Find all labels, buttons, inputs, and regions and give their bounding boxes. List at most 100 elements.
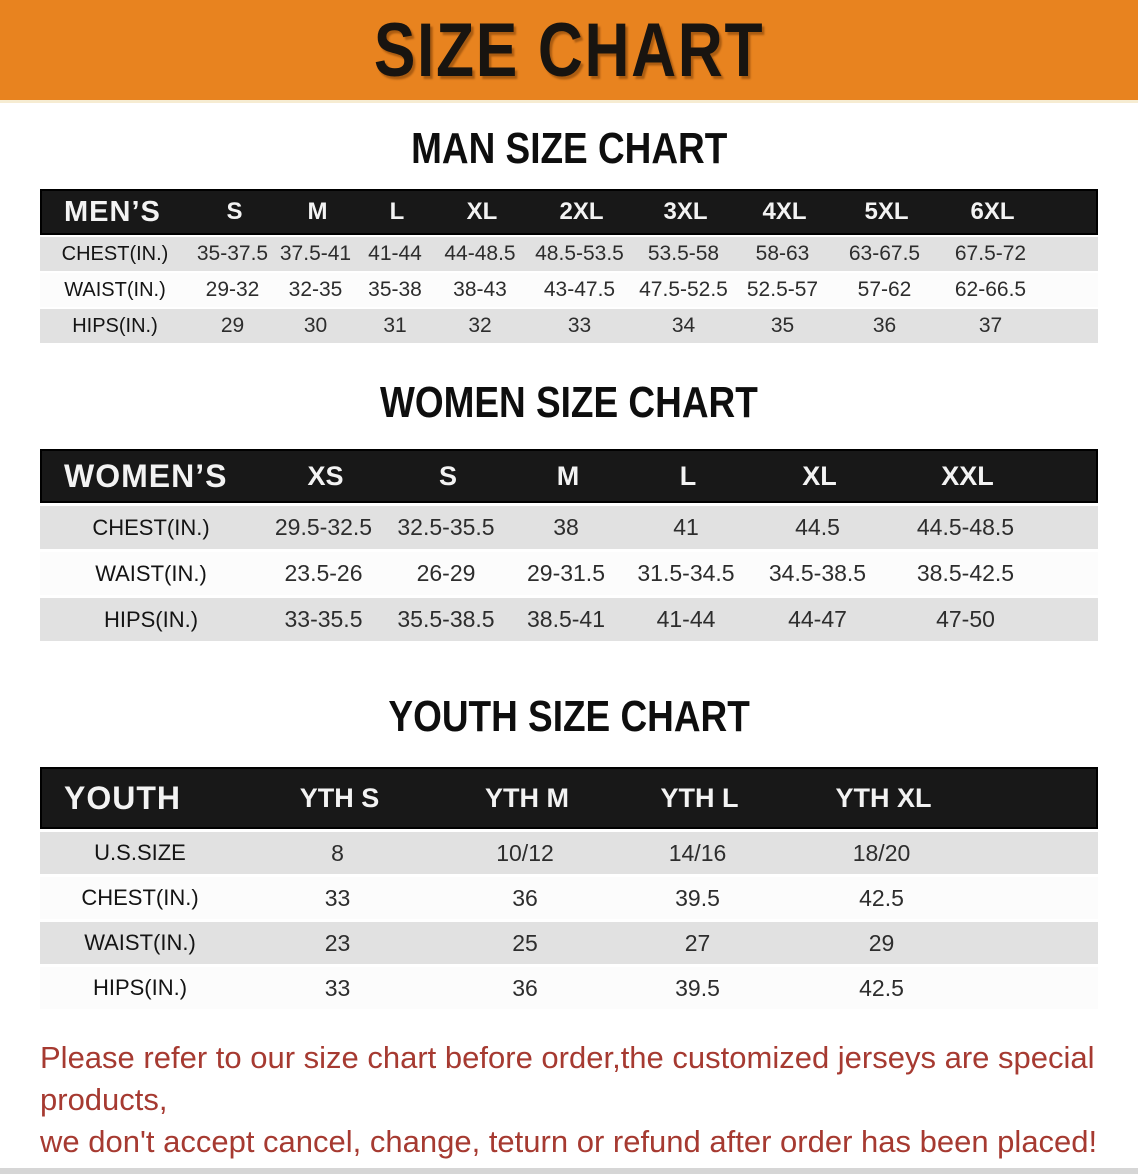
men-waist-row: WAIST(IN.) 29-32 32-35 35-38 38-43 43-47…: [40, 273, 1098, 307]
measurement-value: 33: [567, 314, 592, 337]
row-label: CHEST(IN.): [92, 514, 210, 540]
men-table-group-label: MEN’S: [64, 195, 161, 228]
measurement-value: 37: [978, 314, 1003, 337]
measurement-value: 32-35: [288, 278, 343, 301]
measurement-value: 29-32: [205, 278, 260, 301]
measurement-value: 44-48.5: [444, 242, 516, 265]
measurement-value: 26-29: [416, 560, 476, 586]
disclaimer-line-1: Please refer to our size chart before or…: [40, 1040, 1095, 1117]
measurement-value: 30: [303, 314, 328, 337]
measurement-value: 67.5-72: [954, 242, 1027, 265]
women-table-group-label: WOMEN’S: [64, 457, 228, 494]
measurement-value: 29: [868, 929, 895, 956]
size-column-header: XXL: [941, 460, 994, 491]
size-column-header: L: [389, 198, 405, 225]
women-hips-row: HIPS(IN.) 33-35.5 35.5-38.5 38.5-41 41-4…: [40, 598, 1098, 641]
measurement-value: 53.5-58: [647, 242, 720, 265]
measurement-value: 14/16: [668, 839, 727, 866]
measurement-value: 32: [468, 314, 492, 337]
measurement-value: 48.5-53.5: [535, 242, 624, 265]
row-label: HIPS(IN.): [92, 975, 188, 1000]
youth-chest-row: CHEST(IN.) 33 36 39.5 42.5: [40, 877, 1098, 919]
measurement-value: 38.5-41: [526, 606, 605, 632]
measurement-value: 38.5-42.5: [916, 560, 1015, 586]
measurement-value: 23: [324, 929, 351, 956]
measurement-value: 33: [324, 884, 351, 911]
measurement-value: 33: [324, 974, 351, 1001]
bottom-strip: [0, 1168, 1138, 1174]
measurement-value: 36: [512, 884, 538, 911]
measurement-value: 10/12: [496, 839, 554, 866]
measurement-value: 18/20: [852, 839, 911, 866]
size-column-header: 5XL: [864, 198, 909, 225]
measurement-value: 37.5-41: [279, 242, 352, 265]
measurement-value: 29.5-32.5: [274, 514, 373, 540]
youth-section-title: YOUTH SIZE CHART: [0, 693, 1138, 741]
size-column-header: YTH M: [485, 782, 569, 813]
youth-table-group-label: YOUTH: [64, 779, 181, 816]
measurement-value: 31.5-34.5: [637, 560, 735, 586]
measurement-value: 34.5-38.5: [768, 560, 867, 586]
disclaimer: Please refer to our size chart before or…: [40, 1037, 1108, 1163]
measurement-value: 38-43: [453, 278, 507, 301]
measurement-value: 63-67.5: [848, 242, 921, 265]
measurement-value: 33-35.5: [284, 606, 363, 632]
youth-waist-row: WAIST(IN.) 23 25 27 29: [40, 922, 1098, 964]
size-column-header: 2XL: [559, 198, 604, 225]
measurement-value: 27: [684, 929, 711, 956]
measurement-value: 35: [770, 314, 795, 337]
measurement-value: 38: [553, 514, 579, 540]
women-chest-row: CHEST(IN.) 29.5-32.5 32.5-35.5 38 41 44.…: [40, 506, 1098, 549]
youth-size-table: YOUTH YTH S YTH M YTH L YTH XL U.S.SIZE …: [40, 767, 1098, 1009]
size-column-header: XL: [466, 198, 498, 225]
measurement-value: 29-31.5: [526, 560, 605, 586]
size-column-header: S: [438, 460, 457, 491]
size-column-header: 4XL: [762, 198, 807, 225]
measurement-value: 32.5-35.5: [397, 514, 495, 540]
size-column-header: 3XL: [663, 198, 708, 225]
measurement-value: 34: [671, 314, 696, 337]
measurement-value: 39.5: [675, 884, 720, 911]
men-size-table: MEN’S S M L XL 2XL 3XL 4XL 5XL 6XL CHEST…: [40, 189, 1098, 343]
measurement-value: 35-38: [368, 278, 422, 301]
measurement-value: 23.5-26: [284, 560, 363, 586]
measurement-value: 57-62: [857, 278, 912, 301]
women-section-title: WOMEN SIZE CHART: [0, 379, 1138, 427]
row-label: HIPS(IN.): [72, 314, 158, 337]
row-label: CHEST(IN.): [61, 242, 169, 265]
row-label: WAIST(IN.): [64, 278, 166, 301]
row-label: U.S.SIZE: [94, 840, 186, 865]
measurement-value: 58-63: [755, 242, 810, 265]
measurement-value: 47-50: [936, 606, 995, 632]
row-label: CHEST(IN.): [81, 885, 199, 910]
women-waist-row: WAIST(IN.) 23.5-26 26-29 29-31.5 31.5-34…: [40, 552, 1098, 595]
measurement-value: 31: [383, 314, 407, 337]
size-column-header: YTH L: [660, 782, 739, 813]
youth-ussize-row: U.S.SIZE 8 10/12 14/16 18/20: [40, 832, 1098, 874]
women-section-title-text: WOMEN SIZE CHART: [380, 378, 758, 427]
men-section-title-text: MAN SIZE CHART: [410, 124, 728, 173]
size-column-header: YTH S: [299, 782, 380, 813]
measurement-value: 52.5-57: [746, 278, 819, 301]
measurement-value: 41: [673, 514, 699, 540]
measurement-value: 35-37.5: [196, 242, 269, 265]
measurement-value: 44.5: [795, 514, 840, 540]
measurement-value: 39.5: [675, 974, 720, 1001]
size-column-header: XL: [802, 460, 837, 491]
measurement-value: 25: [512, 929, 538, 956]
youth-section-title-text: YOUTH SIZE CHART: [388, 692, 750, 741]
measurement-value: 35.5-38.5: [397, 606, 495, 632]
size-column-header: L: [679, 460, 697, 491]
measurement-value: 41-44: [656, 606, 716, 632]
size-column-header: M: [307, 198, 328, 225]
row-label: WAIST(IN.): [84, 930, 196, 955]
measurement-value: 43-47.5: [543, 278, 616, 301]
measurement-value: 42.5: [859, 974, 904, 1001]
size-column-header: 6XL: [970, 198, 1015, 225]
measurement-value: 36: [512, 974, 538, 1001]
size-column-header: S: [226, 198, 243, 225]
measurement-value: 42.5: [859, 884, 904, 911]
measurement-value: 29: [220, 314, 245, 337]
youth-hips-row: HIPS(IN.) 33 36 39.5 42.5: [40, 967, 1098, 1009]
